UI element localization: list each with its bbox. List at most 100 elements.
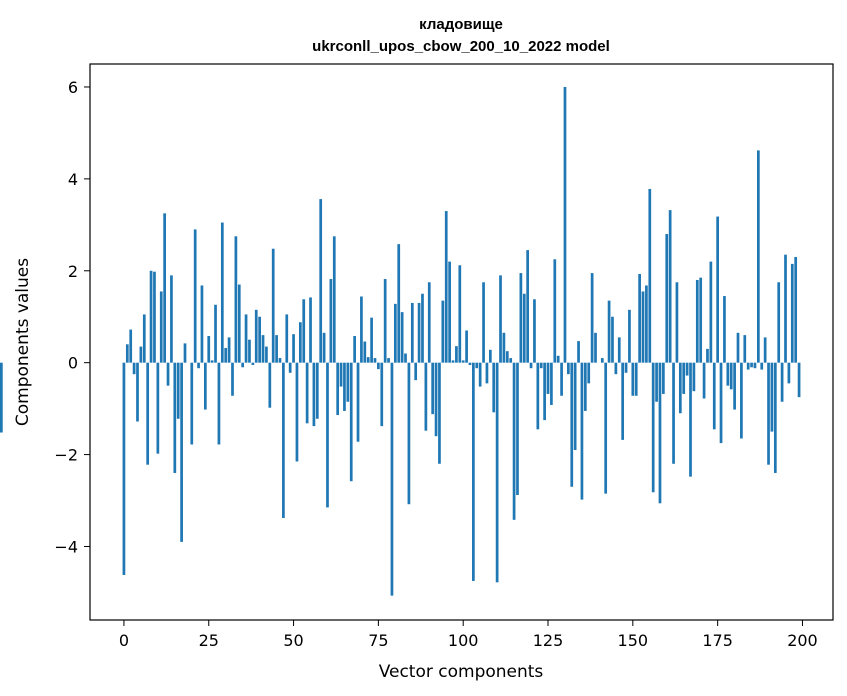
x-tick-label: 50	[283, 631, 303, 650]
bar-component-67	[349, 362, 353, 482]
bar-component-170	[699, 277, 703, 363]
bar-component-47	[282, 362, 285, 518]
bar-component-32	[231, 362, 234, 396]
bar-component-77	[383, 279, 387, 363]
y-axis-label: Components values	[13, 258, 33, 426]
bar-component-57	[315, 362, 319, 419]
bar-component-110	[495, 362, 499, 583]
bar-component-176	[719, 362, 723, 444]
bar-component-195	[784, 254, 787, 363]
bar-component-17	[180, 362, 183, 542]
bar-component-46	[278, 358, 282, 363]
bar-component-172	[706, 348, 709, 363]
y-tick-label: −4	[54, 537, 78, 556]
bar-component-114	[509, 358, 513, 363]
chart-title-line1: кладовище	[419, 16, 503, 33]
bar-component-61	[329, 279, 333, 363]
bar-component-33	[234, 236, 238, 363]
bar-component-133	[573, 362, 577, 450]
bar-component-153	[641, 291, 645, 363]
x-tick-label: 125	[533, 631, 564, 650]
bar-component-13	[166, 362, 170, 386]
bar-component-151	[634, 362, 638, 396]
bar-component-123	[539, 362, 543, 369]
bar-component-143	[607, 300, 611, 363]
bar-component-64	[339, 362, 343, 387]
bar-component-173	[709, 261, 713, 363]
bar-component-187	[757, 150, 760, 363]
bar-component-30	[224, 347, 228, 363]
bar-component-52	[298, 322, 302, 363]
bar-component-122	[536, 362, 540, 430]
bar-component-137	[587, 362, 591, 384]
bar-component-68	[353, 336, 356, 363]
bar-component-36	[244, 314, 248, 363]
bar-component-84	[407, 362, 411, 505]
bar-component-147	[621, 362, 625, 440]
bar-component-190	[767, 362, 770, 465]
bar-component-193	[777, 282, 781, 363]
bar-component-169	[695, 279, 699, 363]
bar-component-144	[611, 316, 614, 363]
bar-component-91	[431, 362, 435, 415]
bar-component-111	[499, 275, 502, 363]
bar-component-54	[305, 362, 309, 424]
bar-component-27	[214, 304, 217, 363]
bar-component-28	[217, 362, 221, 445]
bar-component-26	[210, 360, 214, 363]
bar-component-138	[590, 273, 594, 363]
bar-component-196	[787, 362, 791, 384]
bar-component-125	[546, 362, 550, 394]
bar-component-39	[254, 309, 258, 363]
bar-component-58	[319, 199, 323, 363]
x-axis-label: Vector components	[379, 662, 544, 682]
bar-component-5	[139, 346, 143, 363]
bar-component-43	[268, 362, 272, 408]
bar-component-166	[685, 362, 689, 376]
bar-component-63	[336, 362, 340, 416]
bars-group	[0, 86, 801, 596]
bar-component-146	[617, 337, 621, 363]
bar-component-154	[645, 285, 648, 363]
bar-component-156	[651, 362, 655, 493]
bar-component-23	[200, 285, 204, 363]
bar-component-98	[455, 346, 458, 363]
bar-component-42	[265, 346, 268, 363]
bar-component-132	[570, 362, 574, 487]
bar-component-12	[163, 213, 166, 363]
bar-component-118	[522, 293, 526, 363]
bar-component-119	[526, 250, 530, 363]
bar-component-135	[580, 362, 584, 500]
bar-component-121	[533, 299, 536, 363]
bar-component-136	[583, 362, 587, 411]
bar-component-4	[136, 362, 139, 422]
bar-component-120	[529, 362, 533, 369]
x-tick-label: 25	[199, 631, 219, 650]
bar-component-69	[356, 362, 360, 442]
bar-component-94	[441, 300, 445, 363]
chart-title-line2: ukrconll_upos_cbow_200_10_2022 model	[312, 38, 610, 55]
bar-component-126	[550, 362, 553, 405]
bar-component-6	[142, 314, 146, 363]
y-axis-ticks: −4 −2 0 2 4 6	[54, 78, 90, 556]
y-tick-label: −2	[54, 446, 78, 465]
bar-component-21	[193, 229, 197, 363]
bar-component-82	[400, 312, 404, 363]
bar-component-104	[475, 362, 479, 369]
bar-component-115	[512, 362, 516, 520]
bar-component-16	[176, 362, 180, 419]
bar-component-11	[159, 291, 163, 363]
bar-component-20	[190, 362, 194, 445]
bar-component-198	[794, 256, 798, 363]
bar-component-100	[461, 360, 465, 363]
bar-component-49	[288, 362, 292, 373]
bar-component-181	[736, 332, 740, 363]
bar-component-131	[567, 362, 570, 375]
bar-component-178	[726, 362, 730, 386]
bar-component-182	[740, 362, 743, 439]
bar-component-66	[346, 362, 350, 402]
bar-component-31	[227, 337, 231, 363]
x-tick-label: 100	[448, 631, 479, 650]
bar-component-74	[373, 358, 377, 363]
bar-component-86	[414, 362, 418, 381]
